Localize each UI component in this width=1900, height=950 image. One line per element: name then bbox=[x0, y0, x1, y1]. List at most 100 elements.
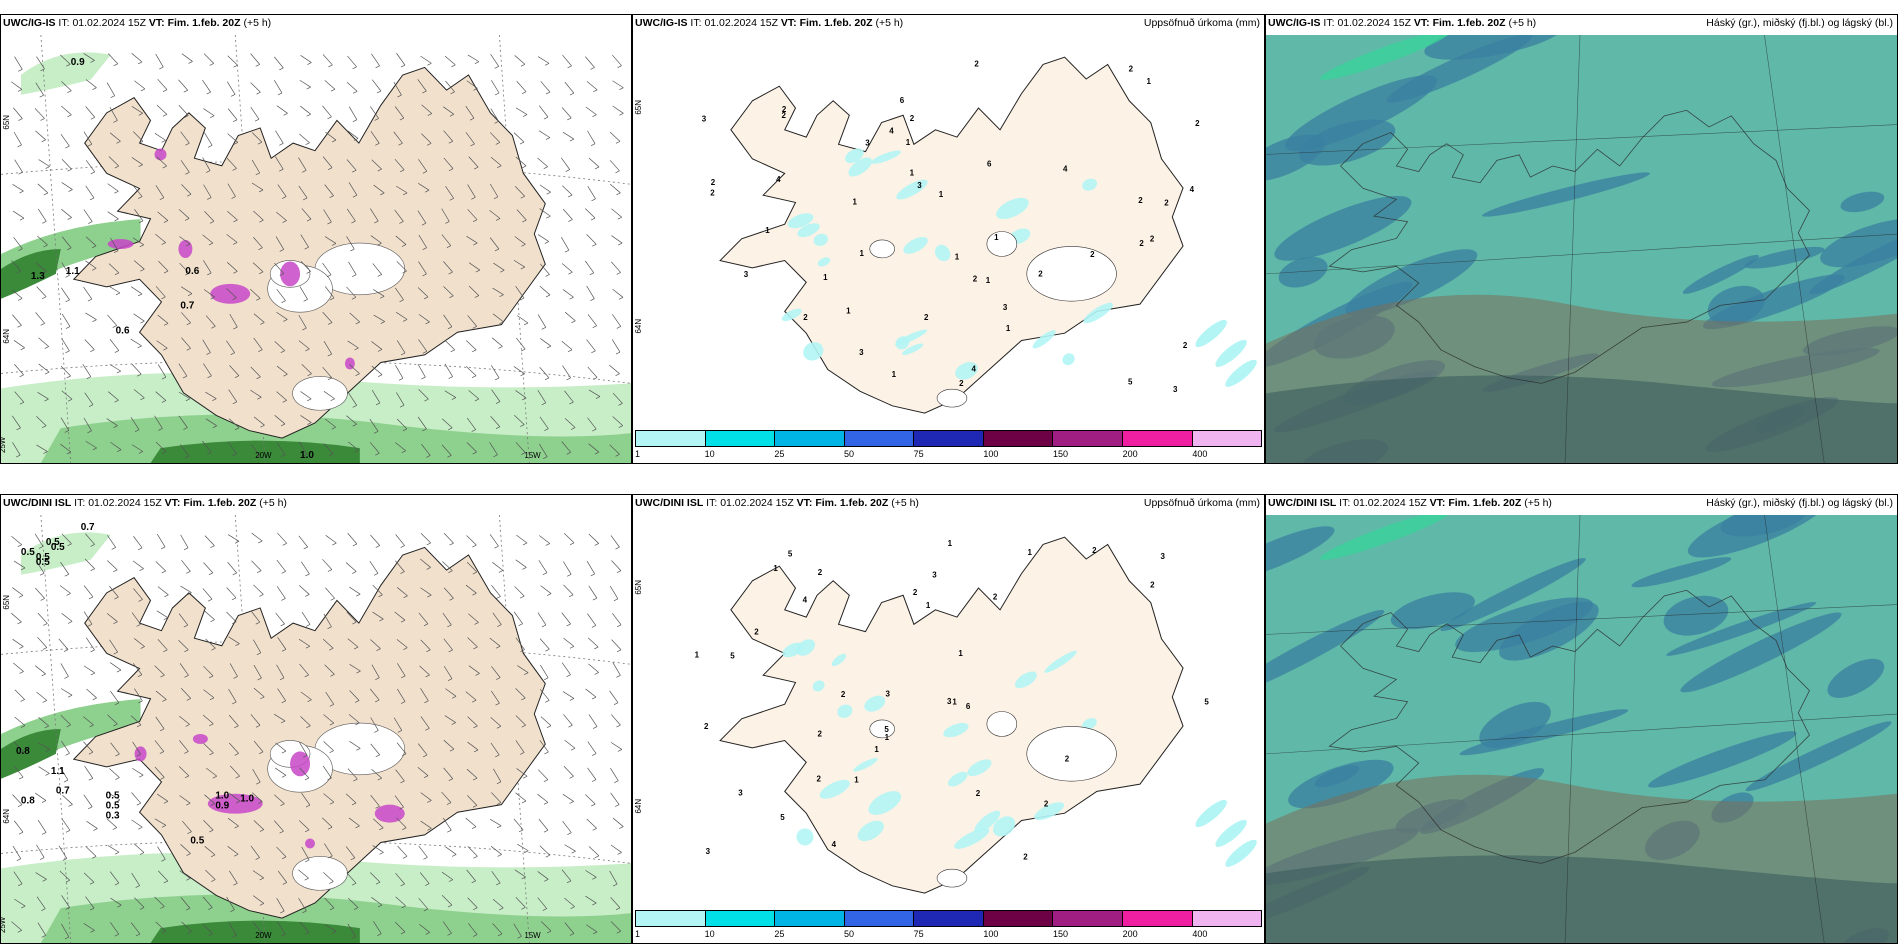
wind-barb bbox=[369, 560, 379, 576]
wind-barb bbox=[515, 442, 526, 455]
wind-barb bbox=[323, 391, 335, 402]
wind-barb bbox=[537, 314, 547, 330]
wind-barb bbox=[467, 637, 478, 650]
wind-barb bbox=[61, 613, 73, 624]
wind-barb bbox=[324, 897, 335, 911]
wind-barb bbox=[419, 872, 430, 886]
wind-barb bbox=[347, 532, 358, 547]
wind-barb bbox=[202, 339, 211, 355]
colorbar-tick-label: 150 bbox=[1053, 449, 1069, 459]
wind-barb bbox=[299, 663, 309, 678]
wind-barb bbox=[109, 662, 122, 673]
grid-line bbox=[1564, 35, 1581, 463]
wind-barb bbox=[516, 768, 528, 779]
wind-barb bbox=[612, 54, 622, 69]
wind-barb bbox=[273, 80, 283, 96]
wind-barb bbox=[83, 665, 96, 676]
wind-barb bbox=[133, 843, 145, 855]
wind-barb bbox=[178, 363, 188, 379]
wind-barb bbox=[372, 818, 384, 831]
precip-value-label: 3 bbox=[917, 181, 922, 190]
wind-barb bbox=[251, 159, 261, 176]
row2-cloud-map bbox=[1266, 515, 1897, 943]
wind-barb bbox=[491, 337, 503, 349]
wind-barb bbox=[12, 442, 21, 458]
wind-barb bbox=[369, 418, 379, 434]
wind-barb bbox=[250, 82, 261, 95]
colorbar-swatch bbox=[1122, 911, 1193, 926]
wind-barb bbox=[299, 742, 308, 758]
wind-barb bbox=[205, 638, 216, 651]
colorbar-swatch bbox=[1192, 911, 1262, 926]
low-cloud bbox=[1266, 855, 1897, 943]
wind-barb bbox=[61, 287, 70, 303]
colorbar-tick-label: 25 bbox=[774, 929, 785, 939]
wind-barb bbox=[513, 923, 522, 939]
wind-barb bbox=[226, 157, 237, 171]
precip-value-label: 2 bbox=[754, 627, 759, 636]
snow-area bbox=[305, 838, 316, 849]
wind-barb bbox=[514, 415, 525, 427]
wind-barb bbox=[539, 416, 549, 431]
precip-value-label: 2 bbox=[1044, 799, 1049, 808]
wind-barb bbox=[85, 260, 97, 271]
wind-barb bbox=[345, 562, 357, 574]
precip-value-label: 0.5 bbox=[36, 552, 50, 563]
wind-barb bbox=[515, 285, 525, 301]
wind-barb bbox=[370, 235, 382, 246]
wind-barb bbox=[467, 184, 476, 200]
wind-barb bbox=[540, 338, 552, 349]
wind-barb bbox=[465, 105, 475, 121]
wind-barb bbox=[204, 535, 215, 549]
wind-barb bbox=[298, 898, 307, 914]
precip-value-label: 1 bbox=[1147, 77, 1152, 86]
wind-barb bbox=[563, 714, 573, 728]
lead-time: (+5 h) bbox=[1524, 497, 1552, 509]
colorbar-tick-label: 200 bbox=[1122, 449, 1138, 459]
wind-barb bbox=[134, 209, 144, 224]
precip-value-label: 0.3 bbox=[106, 811, 120, 822]
wind-barb bbox=[466, 535, 477, 548]
wind-barb bbox=[301, 611, 311, 627]
wind-barb bbox=[36, 691, 47, 703]
precip-value-label: 4 bbox=[1063, 164, 1068, 173]
mid-cloud bbox=[1809, 224, 1897, 295]
wind-barb bbox=[131, 106, 143, 116]
wind-barb bbox=[61, 81, 72, 94]
precip-area bbox=[787, 213, 814, 229]
colorbar-swatch bbox=[914, 431, 984, 446]
wind-barb bbox=[156, 340, 168, 351]
wind-barb bbox=[610, 535, 620, 550]
precip-value-label: 3 bbox=[865, 138, 870, 147]
wind-barb bbox=[465, 817, 477, 830]
precip-area bbox=[1081, 718, 1097, 731]
wind-barb bbox=[276, 105, 288, 116]
wind-barb bbox=[538, 105, 549, 120]
row2-precip-map: 1 2 1 2 3 2 3 2 5 3 1 1 2 1 2 2 1 4 5 3 3 6 5 5 5 2 4 2 2 3 2 2 1 1 2 2 1 1 65… bbox=[633, 515, 1264, 909]
precip-value-label: 2 bbox=[993, 593, 998, 602]
wind-barb bbox=[466, 768, 478, 781]
axis-label: 65N bbox=[2, 595, 11, 610]
model-name: UWC/DINI ISL bbox=[3, 497, 72, 509]
wind-barb bbox=[84, 339, 95, 352]
wind-barb bbox=[491, 585, 501, 599]
wind-barb bbox=[394, 795, 404, 810]
wind-barb bbox=[443, 314, 453, 330]
precip-value-label: 2 bbox=[974, 60, 979, 69]
axis-label: 65N bbox=[634, 580, 643, 595]
wind-barb bbox=[85, 533, 95, 547]
wind-barb bbox=[227, 534, 240, 544]
wind-barb bbox=[274, 341, 285, 353]
wind-barb bbox=[445, 185, 454, 201]
wind-barb bbox=[371, 341, 383, 352]
wind-barb bbox=[445, 688, 457, 699]
wind-barb bbox=[13, 340, 25, 351]
mid-cloud bbox=[1459, 709, 1629, 756]
wind-barb bbox=[275, 236, 285, 252]
wind-barb bbox=[156, 793, 169, 804]
wind-barb bbox=[346, 415, 357, 427]
wind-barb bbox=[253, 895, 265, 906]
wind-barb bbox=[540, 716, 552, 728]
wind-barb bbox=[467, 795, 478, 808]
wind-barb bbox=[370, 131, 380, 146]
